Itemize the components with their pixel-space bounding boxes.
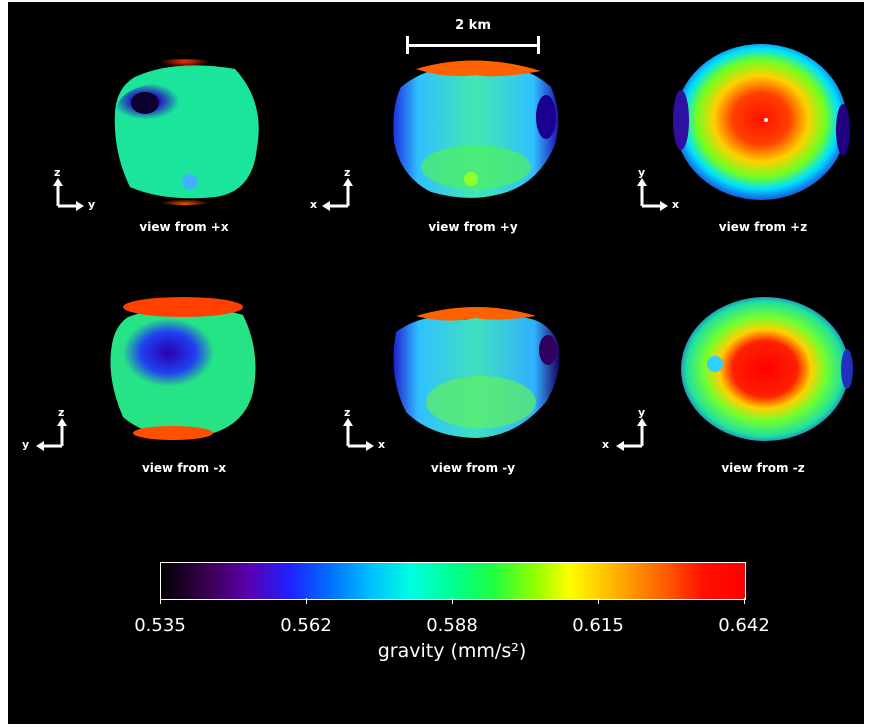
axis-arrows-icon [616, 418, 647, 451]
view-label-minus-y: view from -y [430, 461, 516, 475]
view-label-plus-x: view from +x [139, 220, 229, 234]
axis-side-label: x [378, 438, 386, 451]
asteroid-view-plus-x [105, 57, 265, 207]
colorbar-tick-label: 0.535 [134, 615, 186, 636]
axis-arrows-icon [343, 418, 374, 451]
colorbar-tick-label: 0.615 [572, 615, 624, 636]
colorbar-tick-label: 0.562 [280, 615, 332, 636]
axis-side-label: x [672, 198, 680, 211]
asteroid-view-plus-y [386, 57, 559, 207]
scale-bar-label: 2 km [455, 18, 491, 33]
view-label-plus-y: view from +y [428, 220, 518, 234]
axis-arrows-icon [36, 418, 67, 451]
axis-up-label: z [344, 406, 351, 419]
view-label-minus-x: view from -x [141, 461, 227, 475]
colorbar-tick [160, 598, 161, 604]
axis-side-label: x [602, 438, 610, 451]
axis-arrows-icon [322, 178, 353, 211]
scale-bar: 2 km [406, 16, 540, 56]
colorbar-tick-label: 0.588 [426, 615, 478, 636]
axes-indicator-plus-x: z y [46, 164, 106, 214]
axis-arrows-icon [637, 178, 668, 211]
figure-panel: 2 km [8, 2, 864, 724]
axis-up-label: z [54, 166, 61, 179]
axes-indicator-plus-z: y x [630, 164, 690, 214]
axes-indicator-plus-y: z x [308, 164, 368, 214]
colorbar [160, 562, 746, 600]
scale-bar-line [406, 44, 540, 47]
colorbar-tick [306, 598, 307, 604]
colorbar-title: gravity (mm/s²) [377, 640, 527, 662]
axis-up-label: z [344, 166, 351, 179]
colorbar-tick [452, 598, 453, 604]
axis-up-label: y [638, 166, 646, 179]
asteroid-view-plus-z [671, 40, 850, 200]
view-label-plus-z: view from +z [718, 220, 808, 234]
colorbar-tick-label: 0.642 [718, 615, 770, 636]
view-label-minus-z: view from -z [721, 461, 805, 475]
scale-bar-cap-left [406, 36, 409, 54]
colorbar-tick [744, 598, 745, 604]
scale-bar-cap-right [537, 36, 540, 54]
asteroid-view-minus-y [386, 302, 560, 452]
axis-side-label: y [22, 438, 30, 451]
axes-indicator-minus-x: z y [20, 404, 80, 454]
colorbar-tick [598, 598, 599, 604]
asteroid-view-minus-z [675, 294, 853, 444]
axis-up-label: y [638, 406, 646, 419]
axes-indicator-minus-z: y x [600, 404, 660, 454]
axis-side-label: y [88, 198, 96, 211]
axis-up-label: z [58, 406, 65, 419]
asteroid-view-minus-x [103, 297, 263, 447]
axis-side-label: x [310, 198, 318, 211]
axes-indicator-minus-y: z x [336, 404, 396, 454]
axis-arrows-icon [53, 178, 84, 211]
